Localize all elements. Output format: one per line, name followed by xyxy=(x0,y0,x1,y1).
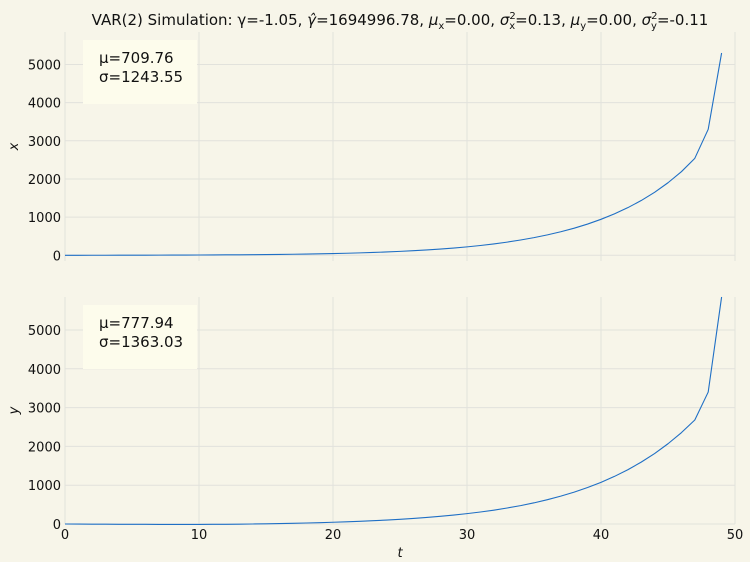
title-part: =-0.11 xyxy=(657,11,708,29)
stats-text: σ=1243.55 xyxy=(99,68,183,86)
title-part: =1694996.78, xyxy=(316,11,429,29)
panel-1: 0 1000 2000 3000 4000 5000 x μ=709.76σ=1243.55 xyxy=(7,32,736,264)
y-tick-label: 3000 xyxy=(28,135,61,150)
y-tick-label: 2000 xyxy=(28,440,61,455)
y-tick-label: 4000 xyxy=(28,363,61,378)
y-tick-label: 1000 xyxy=(28,479,61,494)
title-part: =0.13, xyxy=(515,11,571,29)
y-tick-label: 4000 xyxy=(28,97,61,112)
title-part: γ̂ xyxy=(307,11,317,29)
title-part: =0.00, xyxy=(586,11,642,29)
y-tick-label: 0 xyxy=(53,249,61,264)
stats-box xyxy=(83,40,197,104)
y-axis-label: y xyxy=(7,406,22,415)
title-part: 2 xyxy=(509,11,515,22)
stats-text: μ=709.76 xyxy=(99,49,174,67)
title-part: =0.00, xyxy=(444,11,500,29)
series-line xyxy=(64,296,723,525)
x-tick-label: 20 xyxy=(325,528,342,543)
y-tick-label: 1000 xyxy=(28,211,61,226)
y-tick-label: 0 xyxy=(53,518,61,533)
x-tick-label: 40 xyxy=(593,528,610,543)
title-part: σ xyxy=(500,11,510,29)
title-part: μ xyxy=(428,11,439,29)
title-part: σ xyxy=(642,11,652,29)
title-part: x xyxy=(509,21,515,32)
series-line xyxy=(65,52,723,256)
stats-text: μ=777.94 xyxy=(99,314,174,332)
title-part: VAR(2) Simulation: γ=-1.05, xyxy=(92,11,308,29)
title-part: μ xyxy=(570,11,581,29)
x-tick-label: 0 xyxy=(61,528,69,543)
y-tick-label: 2000 xyxy=(28,173,61,188)
x-tick-label: 30 xyxy=(459,528,476,543)
chart-title: VAR(2) Simulation: γ=-1.05, γ̂=1694996.7… xyxy=(92,11,709,32)
x-axis-label: t xyxy=(397,546,403,561)
stats-text: σ=1363.03 xyxy=(99,333,183,351)
y-tick-label: 5000 xyxy=(28,58,61,73)
x-tick-label: 10 xyxy=(191,528,208,543)
title-part: y xyxy=(651,21,657,32)
stats-box xyxy=(83,305,197,369)
y-tick-label: 5000 xyxy=(28,324,61,339)
x-tick-label: 50 xyxy=(727,528,744,543)
title-part: y xyxy=(580,21,586,32)
panel-2: 0 1000 2000 3000 4000 5000 0 10 20 30 40 50 y t μ=777.… xyxy=(7,296,744,561)
y-tick-label: 3000 xyxy=(28,402,61,417)
y-axis-label: x xyxy=(7,142,22,151)
title-part: 2 xyxy=(651,11,657,22)
title-part: x xyxy=(438,21,444,32)
